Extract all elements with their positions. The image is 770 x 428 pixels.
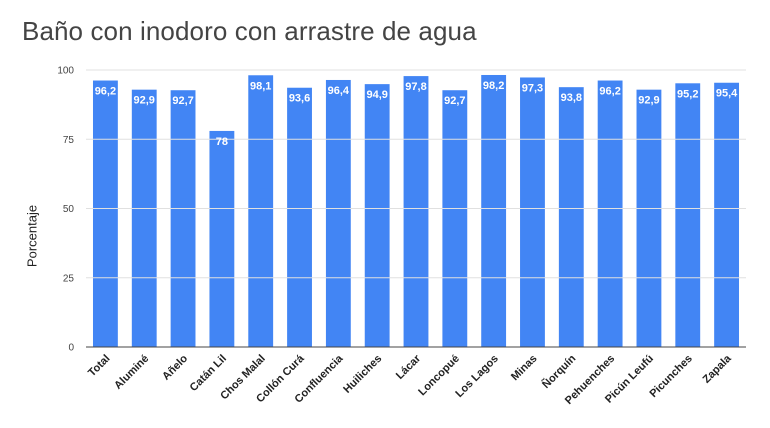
bar xyxy=(287,87,312,347)
data-label: 93,8 xyxy=(561,92,582,104)
data-label: 96,2 xyxy=(599,86,620,98)
bar xyxy=(597,80,623,347)
y-tick-label: 50 xyxy=(63,204,75,215)
x-tick-label: Zapala xyxy=(701,352,735,386)
data-label: 97,3 xyxy=(522,82,543,94)
bar xyxy=(92,80,118,347)
x-tick-label: Huiliches xyxy=(341,353,384,396)
bar xyxy=(403,76,429,348)
x-tick-label: Total xyxy=(86,353,112,379)
data-label: 93,6 xyxy=(289,93,310,105)
data-label: 92,7 xyxy=(172,95,193,107)
data-label: 97,8 xyxy=(405,81,426,93)
y-tick-label: 100 xyxy=(57,66,74,77)
bar xyxy=(131,89,157,348)
data-label: 98,1 xyxy=(250,80,271,92)
y-tick-label: 25 xyxy=(63,273,75,284)
bar xyxy=(520,77,545,347)
bar xyxy=(442,90,468,347)
data-label: 98,2 xyxy=(483,80,504,92)
data-label: 92,7 xyxy=(444,95,465,107)
x-tick-label: Lácar xyxy=(394,352,424,382)
bar xyxy=(364,84,390,347)
bar xyxy=(209,130,235,347)
x-tick-label: Catán Lil xyxy=(188,353,229,394)
data-label: 96,2 xyxy=(95,86,116,98)
bar xyxy=(170,90,196,347)
data-label: 95,2 xyxy=(677,88,698,100)
data-label: 95,4 xyxy=(716,88,738,100)
x-tick-label: Aluminé xyxy=(112,353,151,392)
x-tick-label: Añelo xyxy=(160,352,190,382)
data-label: 94,9 xyxy=(366,89,387,101)
data-label: 92,9 xyxy=(134,95,155,107)
y-tick-label: 0 xyxy=(68,343,74,354)
bar xyxy=(481,74,507,348)
y-tick-label: 75 xyxy=(63,135,75,146)
bar xyxy=(248,75,274,347)
bar xyxy=(636,89,662,348)
bar xyxy=(675,83,701,348)
x-tick-label: Ñorquín xyxy=(539,352,578,391)
x-tick-label: Minas xyxy=(509,353,540,384)
bar xyxy=(325,79,351,348)
bar xyxy=(714,82,740,347)
chart-title: Baño con inodoro con arrastre de agua xyxy=(22,16,477,46)
bar xyxy=(558,87,584,347)
data-label: 96,4 xyxy=(328,85,350,97)
data-label: 92,9 xyxy=(638,95,659,107)
data-label: 78 xyxy=(216,136,228,148)
